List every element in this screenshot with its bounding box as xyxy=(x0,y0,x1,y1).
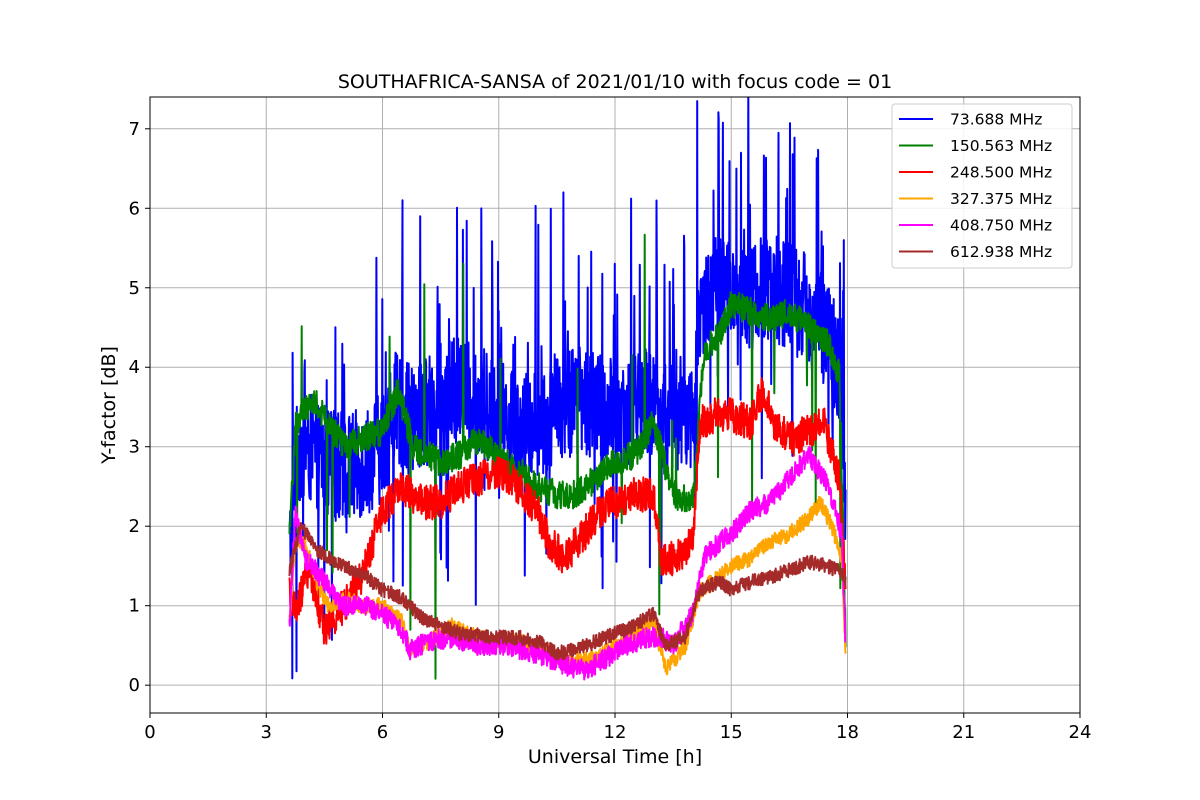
x-tick-label: 9 xyxy=(493,722,504,743)
plot-frame xyxy=(149,96,1081,714)
legend: 73.688 MHz 150.563 MHz 248.500 MHz 327.375 … xyxy=(891,103,1073,269)
x-tick-label: 15 xyxy=(720,722,743,743)
x-tick-label: 21 xyxy=(952,722,975,743)
x-axis-label: Universal Time [h] xyxy=(528,746,702,768)
y-ticks: 0 1 2 3 4 5 6 7 xyxy=(129,119,150,696)
y-tick-label: 4 xyxy=(129,357,140,378)
chart-title: SOUTHAFRICA-SANSA of 2021/01/10 with foc… xyxy=(338,71,892,93)
legend-label: 248.500 MHz xyxy=(950,164,1052,182)
y-tick-label: 3 xyxy=(129,437,140,458)
y-tick-label: 2 xyxy=(129,516,140,537)
x-tick-label: 0 xyxy=(144,722,155,743)
x-ticks: 0 3 6 9 12 15 18 21 24 xyxy=(144,713,1091,743)
legend-box xyxy=(891,103,1073,269)
series-layer xyxy=(288,97,847,681)
series-line xyxy=(288,233,847,680)
x-tick-label: 12 xyxy=(604,722,627,743)
y-tick-label: 7 xyxy=(129,119,140,140)
x-tick-label: 3 xyxy=(261,722,272,743)
series-line xyxy=(288,445,847,681)
y-tick-label: 0 xyxy=(129,675,140,696)
legend-label: 73.688 MHz xyxy=(950,111,1042,129)
legend-label: 612.938 MHz xyxy=(950,243,1052,261)
x-tick-label: 6 xyxy=(377,722,388,743)
y-axis-label: Y-factor [dB] xyxy=(98,346,120,465)
legend-label: 150.563 MHz xyxy=(950,137,1052,155)
x-tick-label: 24 xyxy=(1069,722,1092,743)
y-tick-label: 5 xyxy=(129,278,140,299)
y-tick-label: 1 xyxy=(129,596,140,617)
legend-label: 408.750 MHz xyxy=(950,217,1052,235)
x-tick-label: 18 xyxy=(836,722,859,743)
series-line xyxy=(288,377,847,645)
legend-label: 327.375 MHz xyxy=(950,190,1052,208)
series-line xyxy=(288,521,847,661)
y-tick-label: 6 xyxy=(129,198,140,219)
